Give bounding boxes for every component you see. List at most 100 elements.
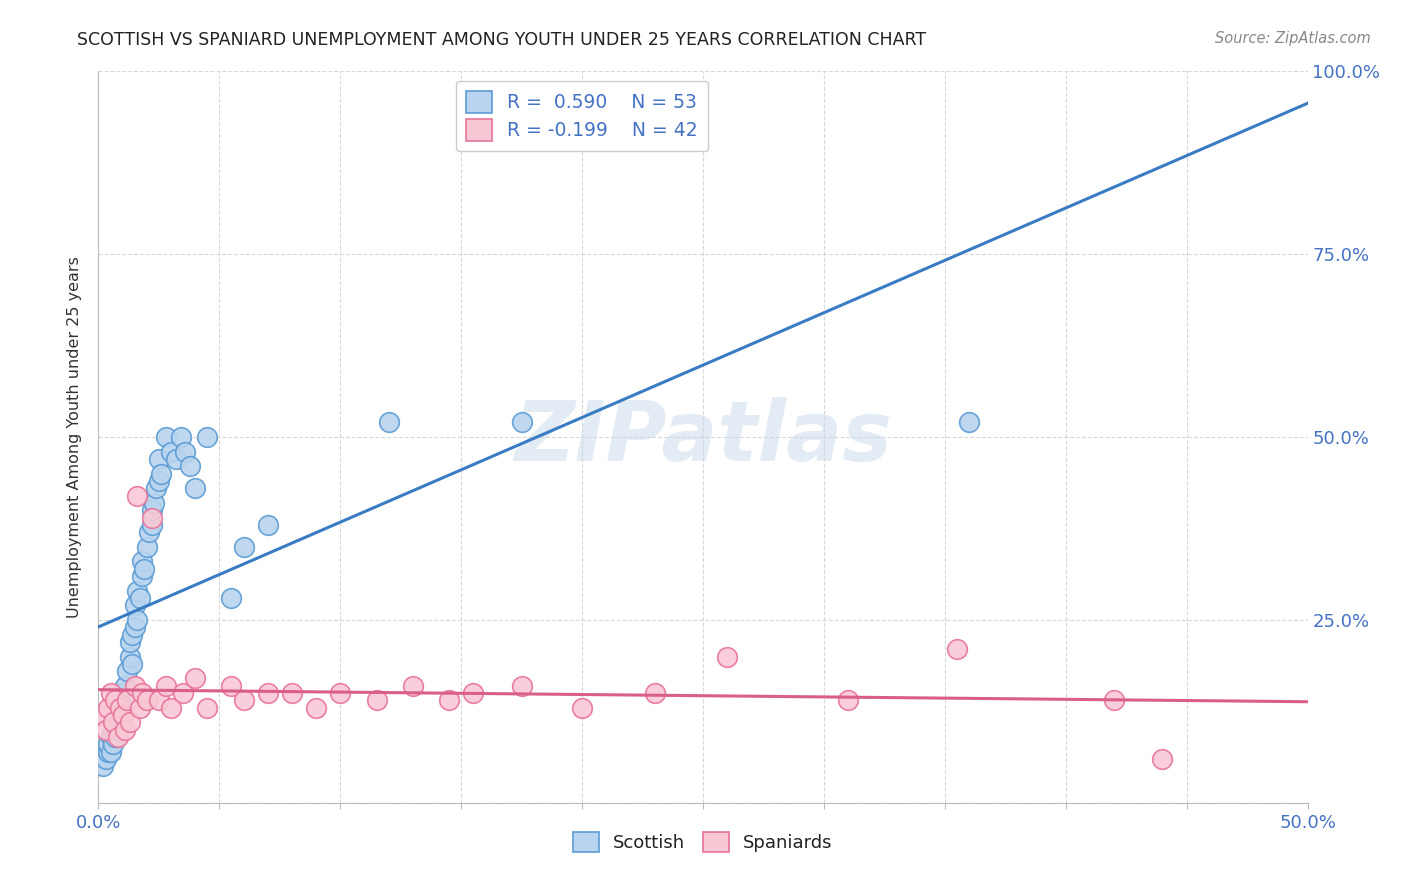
Point	[104, 715, 127, 730]
Point	[118, 635, 141, 649]
Point	[179, 459, 201, 474]
Point	[128, 700, 150, 714]
Point	[946, 642, 969, 657]
Point	[148, 693, 170, 707]
Point	[402, 679, 425, 693]
Point	[100, 745, 122, 759]
Point	[256, 517, 278, 532]
Point	[104, 730, 127, 744]
Point	[195, 430, 218, 444]
Point	[101, 715, 124, 730]
Point	[114, 679, 136, 693]
Point	[131, 569, 153, 583]
Point	[100, 730, 122, 744]
Point	[108, 715, 131, 730]
Point	[571, 700, 593, 714]
Point	[135, 540, 157, 554]
Point	[111, 708, 134, 723]
Point	[155, 679, 177, 693]
Point	[221, 679, 243, 693]
Point	[121, 657, 143, 671]
Point	[232, 540, 254, 554]
Text: Source: ZipAtlas.com: Source: ZipAtlas.com	[1215, 31, 1371, 46]
Point	[118, 649, 141, 664]
Point	[256, 686, 278, 700]
Point	[165, 452, 187, 467]
Point	[138, 525, 160, 540]
Point	[134, 562, 156, 576]
Point	[100, 686, 122, 700]
Point	[127, 583, 149, 598]
Point	[91, 759, 114, 773]
Point	[160, 700, 183, 714]
Point	[124, 599, 146, 613]
Point	[837, 693, 859, 707]
Point	[195, 700, 218, 714]
Point	[107, 723, 129, 737]
Point	[957, 416, 980, 430]
Point	[232, 693, 254, 707]
Point	[124, 679, 146, 693]
Point	[155, 430, 177, 444]
Point	[145, 481, 167, 495]
Text: ZIPatlas: ZIPatlas	[515, 397, 891, 477]
Point	[121, 627, 143, 641]
Point	[101, 737, 124, 751]
Point	[716, 649, 738, 664]
Point	[184, 672, 207, 686]
Point	[107, 708, 129, 723]
Point	[91, 708, 114, 723]
Point	[94, 752, 117, 766]
Point	[281, 686, 304, 700]
Point	[107, 730, 129, 744]
Legend: Scottish, Spaniards: Scottish, Spaniards	[567, 824, 839, 860]
Point	[135, 693, 157, 707]
Point	[150, 467, 173, 481]
Point	[148, 452, 170, 467]
Point	[160, 444, 183, 458]
Point	[117, 693, 139, 707]
Point	[97, 737, 120, 751]
Point	[172, 686, 194, 700]
Point	[117, 664, 139, 678]
Point	[127, 489, 149, 503]
Point	[510, 679, 533, 693]
Point	[111, 708, 134, 723]
Point	[97, 745, 120, 759]
Point	[131, 686, 153, 700]
Point	[111, 686, 134, 700]
Point	[141, 510, 163, 524]
Point	[366, 693, 388, 707]
Point	[143, 496, 166, 510]
Point	[128, 591, 150, 605]
Point	[1152, 752, 1174, 766]
Point	[510, 416, 533, 430]
Point	[104, 693, 127, 707]
Point	[377, 416, 399, 430]
Point	[329, 686, 352, 700]
Point	[305, 700, 328, 714]
Point	[148, 474, 170, 488]
Point	[101, 723, 124, 737]
Point	[114, 723, 136, 737]
Point	[94, 723, 117, 737]
Point	[141, 517, 163, 532]
Point	[463, 686, 485, 700]
Point	[184, 481, 207, 495]
Point	[1102, 693, 1125, 707]
Point	[97, 700, 120, 714]
Point	[108, 700, 131, 714]
Point	[124, 620, 146, 634]
Point	[108, 693, 131, 707]
Point	[174, 444, 197, 458]
Point	[437, 693, 460, 707]
Text: SCOTTISH VS SPANIARD UNEMPLOYMENT AMONG YOUTH UNDER 25 YEARS CORRELATION CHART: SCOTTISH VS SPANIARD UNEMPLOYMENT AMONG …	[77, 31, 927, 49]
Point	[131, 554, 153, 568]
Y-axis label: Unemployment Among Youth under 25 years: Unemployment Among Youth under 25 years	[67, 256, 83, 618]
Point	[221, 591, 243, 605]
Point	[118, 715, 141, 730]
Point	[169, 430, 191, 444]
Point	[644, 686, 666, 700]
Point	[141, 503, 163, 517]
Point	[127, 613, 149, 627]
